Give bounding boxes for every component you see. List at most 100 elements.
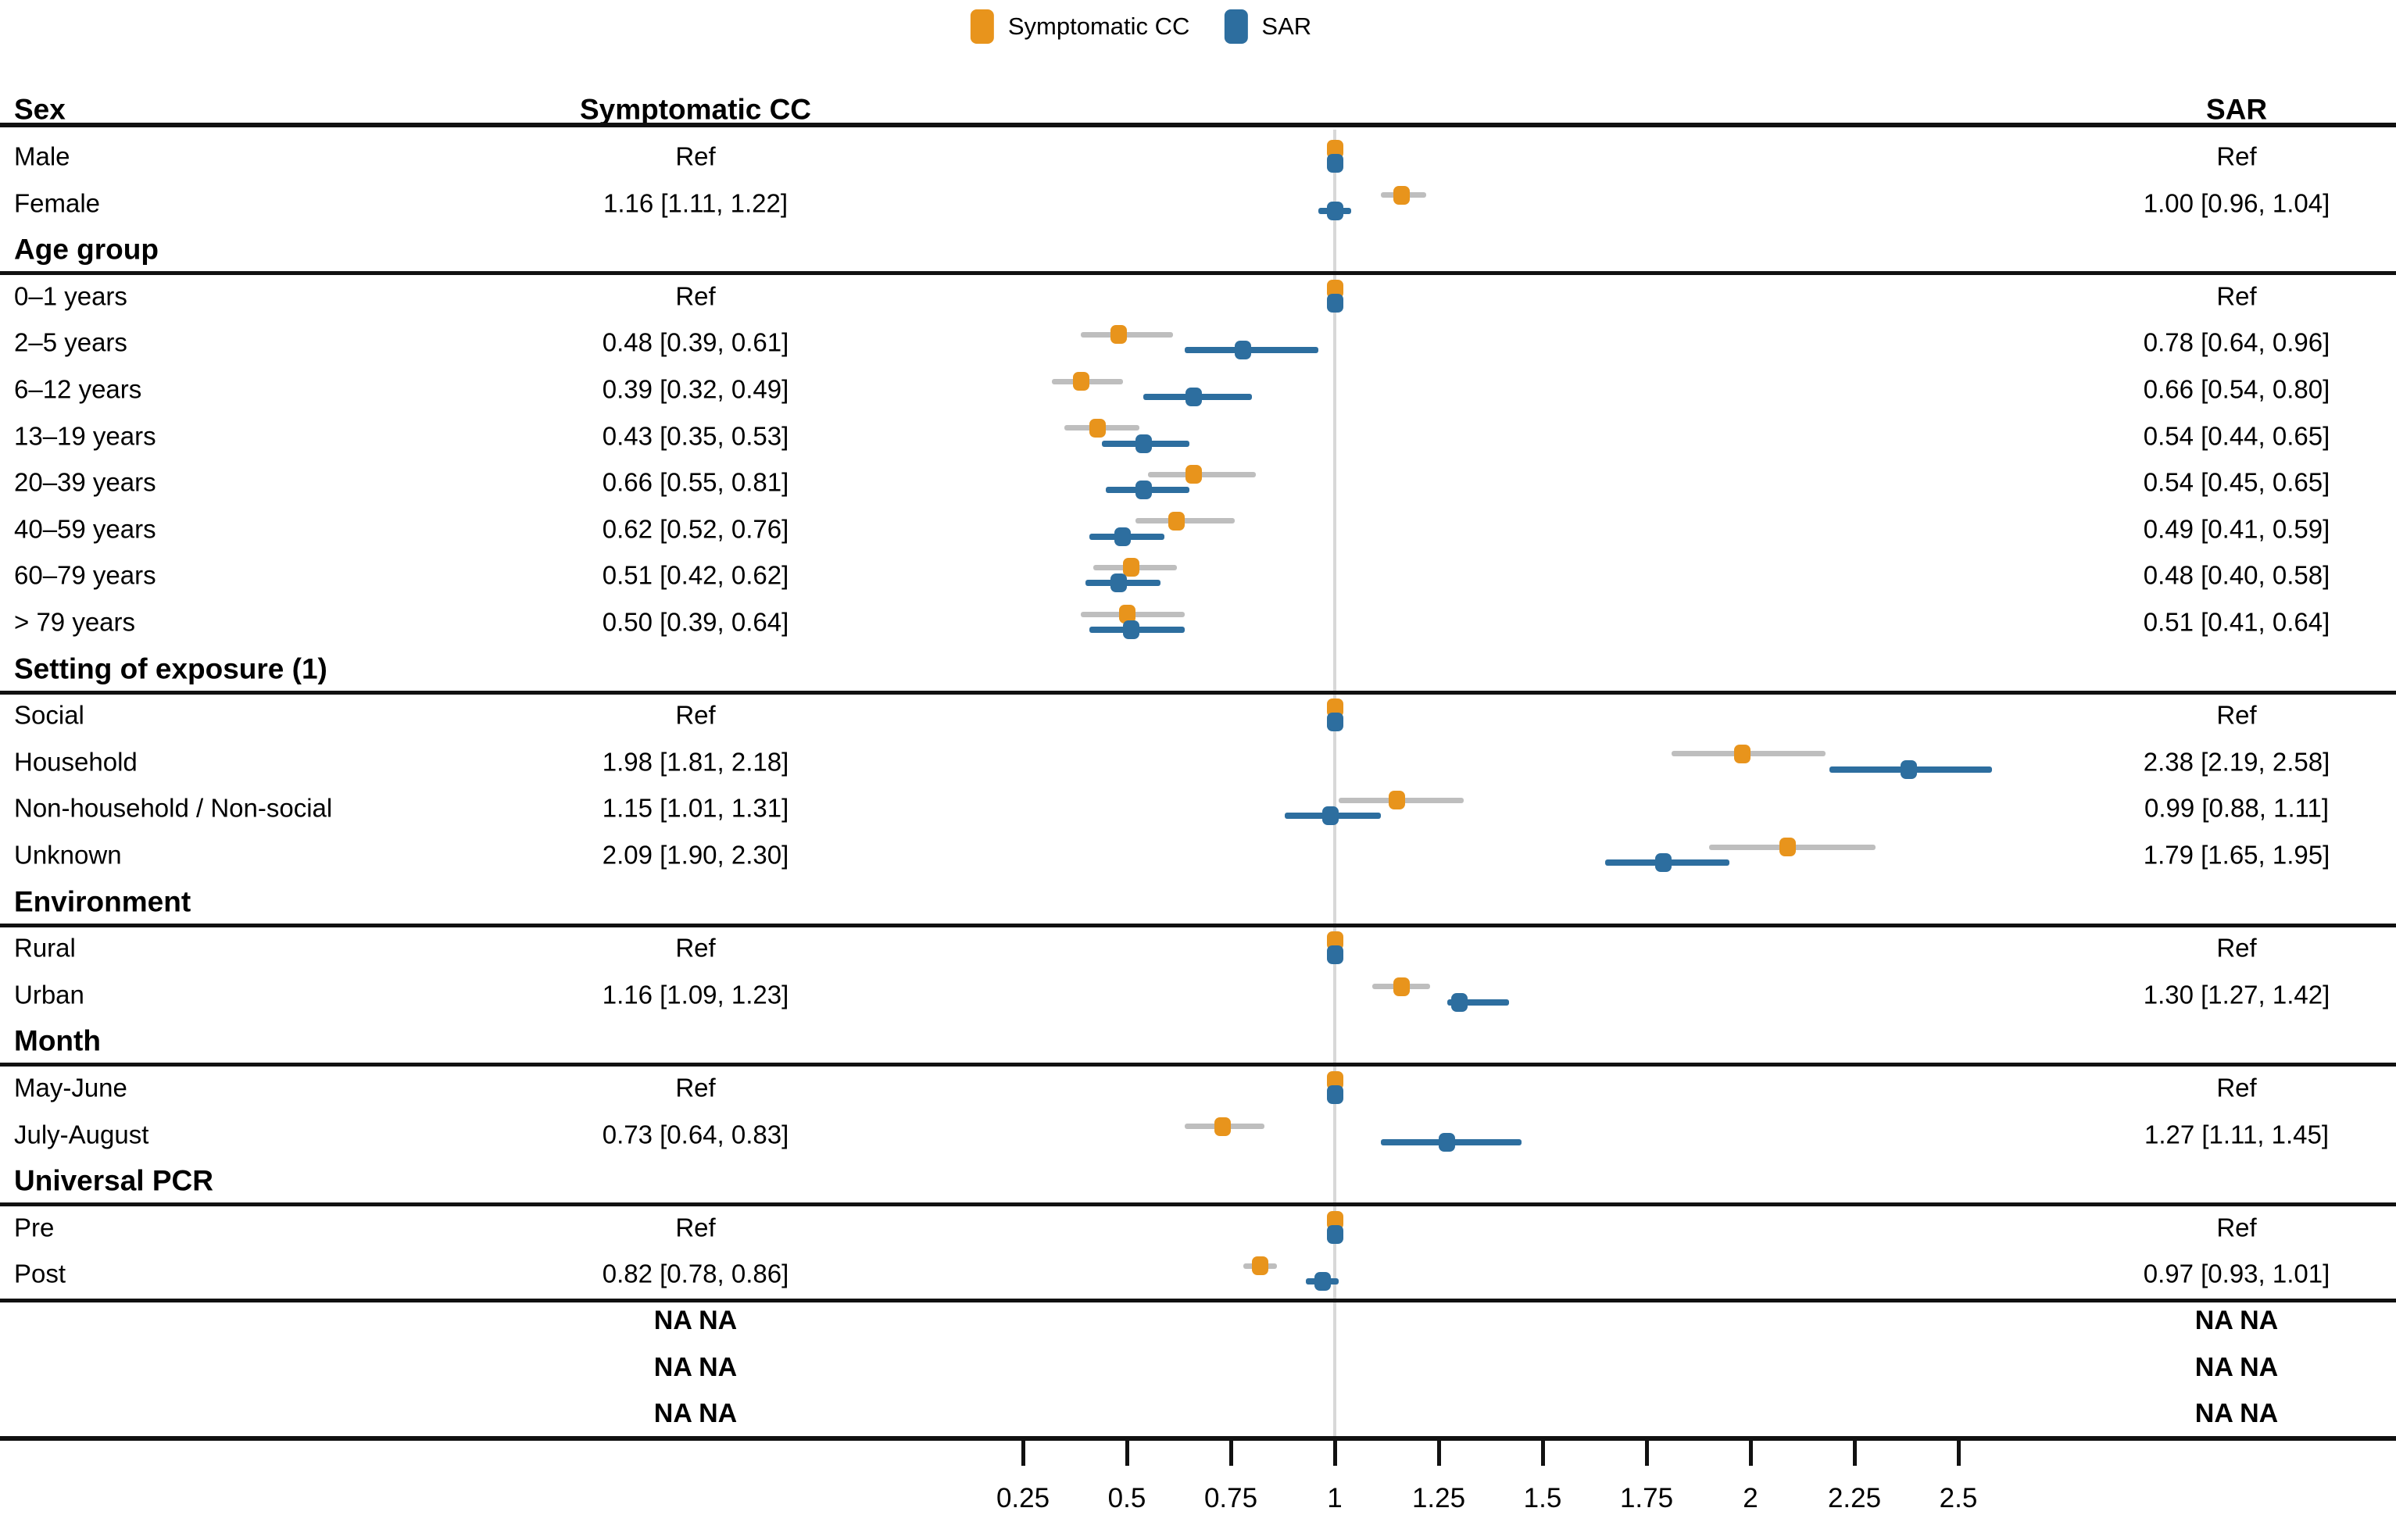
sar-value: 1.00 [0.96, 1.04] — [2143, 188, 2330, 218]
sar-value: Ref — [2216, 141, 2257, 171]
sar-marker — [1654, 853, 1672, 872]
row-label: Household — [14, 747, 138, 777]
cc-marker — [1251, 1256, 1268, 1276]
axis-tick-label: 0.25 — [996, 1483, 1050, 1513]
cc-value: Ref — [675, 1213, 716, 1242]
sar-marker — [1900, 759, 1917, 779]
section-header: Environment — [14, 885, 191, 918]
axis-tick-label: 1 — [1327, 1483, 1343, 1513]
axis-tick-label: 2.5 — [1939, 1483, 1978, 1513]
section-header: Universal PCR — [14, 1164, 213, 1197]
cc-marker — [1779, 838, 1797, 856]
section-header: Setting of exposure (1) — [14, 652, 327, 685]
sar-na-value: NA NA — [2194, 1399, 2279, 1429]
axis-tick-label: 2 — [1743, 1483, 1758, 1513]
sar-value: 1.79 [1.65, 1.95] — [2143, 840, 2330, 870]
sar-value: 1.27 [1.11, 1.45] — [2144, 1120, 2330, 1149]
sar-value: 0.78 [0.64, 0.96] — [2143, 327, 2330, 357]
section-header: Age group — [14, 233, 159, 266]
axis-tick — [1956, 1441, 1961, 1466]
cc-marker — [1389, 791, 1406, 810]
row-label: May-June — [14, 1073, 127, 1102]
legend-item: Symptomatic CC — [970, 9, 1190, 44]
column-header-symptomatic-cc: Symptomatic CC — [579, 93, 812, 126]
cc-ci — [1135, 518, 1236, 524]
row-label: Urban — [14, 980, 84, 1009]
cc-value: 0.51 [0.42, 0.62] — [602, 560, 789, 590]
pre-na-divider — [0, 1299, 2396, 1303]
cc-value: 0.66 [0.55, 0.81] — [602, 467, 789, 497]
cc-ci — [1147, 471, 1256, 477]
cc-marker — [1118, 605, 1135, 624]
section-header: Month — [14, 1024, 101, 1057]
sar-marker — [1110, 573, 1127, 593]
cc-value: Ref — [675, 141, 716, 171]
sar-value: 0.97 [0.93, 1.01] — [2143, 1259, 2330, 1288]
cc-ci — [1081, 331, 1173, 338]
reference-line — [1333, 130, 1336, 1436]
cc-marker — [1733, 744, 1751, 763]
sar-marker — [1135, 434, 1152, 453]
column-header-sex: Sex — [14, 93, 66, 126]
axis-tick — [1332, 1441, 1337, 1466]
axis-tick — [1644, 1441, 1649, 1466]
row-label: Post — [14, 1259, 66, 1288]
cc-value: 0.48 [0.39, 0.61] — [602, 327, 789, 357]
cc-marker — [1089, 418, 1107, 438]
legend-swatch-sar — [1224, 9, 1248, 44]
cc-na-value: NA NA — [653, 1399, 738, 1429]
legend-swatch-symptomatic-cc — [970, 9, 994, 44]
row-label: 6–12 years — [14, 374, 142, 404]
sar-value: 0.48 [0.40, 0.58] — [2143, 560, 2330, 590]
axis-tick-label: 1.75 — [1619, 1483, 1674, 1513]
axis-tick — [1021, 1441, 1025, 1466]
cc-value: 0.62 [0.52, 0.76] — [602, 514, 789, 544]
sar-marker — [1326, 293, 1343, 313]
cc-value: Ref — [675, 281, 716, 311]
cc-value: 0.50 [0.39, 0.64] — [602, 607, 789, 637]
sar-na-value: NA NA — [2194, 1352, 2279, 1382]
legend-label: Symptomatic CC — [1007, 13, 1190, 40]
axis-tick-label: 1.5 — [1523, 1483, 1562, 1513]
cc-value: 0.39 [0.32, 0.49] — [602, 374, 789, 404]
cc-value: 0.73 [0.64, 0.83] — [602, 1120, 789, 1149]
sar-value: 0.54 [0.44, 0.65] — [2143, 421, 2330, 451]
sar-ci — [1185, 347, 1318, 354]
cc-value: 1.16 [1.11, 1.22] — [603, 188, 789, 218]
cc-value: 0.43 [0.35, 0.53] — [602, 421, 789, 451]
cc-na-value: NA NA — [653, 1306, 738, 1335]
sar-marker — [1326, 1224, 1343, 1244]
row-label: Unknown — [14, 840, 122, 870]
axis-tick — [1436, 1441, 1441, 1466]
section-divider — [0, 1063, 2396, 1067]
section-divider — [0, 690, 2396, 695]
sar-na-value: NA NA — [2194, 1306, 2279, 1335]
sar-marker — [1326, 945, 1343, 965]
sar-marker — [1135, 481, 1152, 500]
cc-marker — [1122, 558, 1139, 577]
axis-tick — [1125, 1441, 1129, 1466]
legend: Symptomatic CC SAR — [970, 9, 1311, 44]
row-label: 40–59 years — [14, 514, 156, 544]
sar-marker — [1314, 1272, 1331, 1292]
legend-item: SAR — [1224, 9, 1311, 44]
row-label: Rural — [14, 933, 76, 963]
header-divider — [0, 123, 2396, 127]
sar-value: Ref — [2216, 1213, 2257, 1242]
column-header-sar: SAR — [2205, 93, 2268, 126]
axis-tick-label: 0.75 — [1203, 1483, 1258, 1513]
row-label: 20–39 years — [14, 467, 156, 497]
sar-value: Ref — [2216, 700, 2257, 730]
axis-tick-label: 2.25 — [1827, 1483, 1882, 1513]
cc-marker — [1072, 372, 1089, 391]
axis-line — [0, 1436, 2396, 1441]
sar-ci — [1447, 999, 1510, 1006]
cc-marker — [1214, 1117, 1231, 1136]
axis-tick — [1228, 1441, 1233, 1466]
cc-value: Ref — [675, 700, 716, 730]
cc-value: 1.98 [1.81, 2.18] — [602, 747, 789, 777]
cc-value: 2.09 [1.90, 2.30] — [602, 840, 789, 870]
sar-value: 0.66 [0.54, 0.80] — [2143, 374, 2330, 404]
cc-marker — [1393, 977, 1410, 996]
